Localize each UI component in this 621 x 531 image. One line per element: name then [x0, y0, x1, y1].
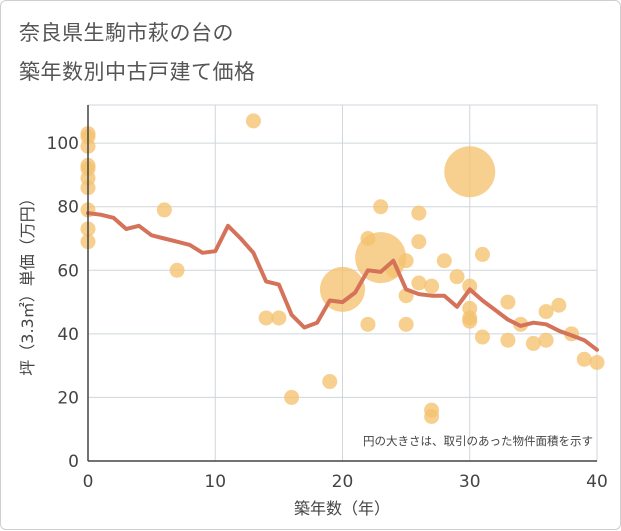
data-point: [411, 275, 427, 291]
x-tick-label: 10: [204, 472, 226, 492]
y-tick-label: 60: [57, 261, 79, 281]
data-point: [538, 332, 554, 348]
x-tick-label: 0: [83, 472, 94, 492]
data-point: [398, 316, 414, 332]
y-tick-label: 20: [57, 388, 79, 408]
data-point: [449, 269, 465, 285]
data-point: [411, 234, 427, 250]
data-point: [538, 304, 554, 320]
data-point: [271, 310, 287, 326]
data-point: [245, 113, 261, 129]
data-point: [525, 335, 541, 351]
y-axis-label: 坪（3.3㎡）単価（万円）: [18, 190, 37, 375]
data-point: [169, 262, 185, 278]
data-point: [424, 278, 440, 294]
y-tick-label: 100: [47, 134, 79, 154]
data-point: [284, 389, 300, 405]
x-tick-label: 30: [459, 472, 481, 492]
trend-line: [86, 211, 599, 352]
data-point: [462, 278, 478, 294]
data-point: [444, 146, 496, 198]
y-tick-label: 40: [57, 325, 79, 345]
data-point: [156, 202, 172, 218]
data-point: [474, 329, 490, 345]
y-tick-labels: 0 20 40 60 80 100: [47, 134, 79, 472]
data-point: [373, 199, 389, 215]
data-point: [424, 409, 440, 424]
y-tick-label: 0: [68, 452, 79, 472]
data-point: [474, 246, 490, 262]
data-point: [322, 374, 338, 390]
x-tick-labels: 0 10 20 30 40: [83, 472, 608, 492]
data-point: [411, 205, 427, 221]
chart-title-line1: 奈良県生駒市萩の台の: [19, 21, 234, 45]
data-point: [589, 354, 605, 370]
data-point: [551, 297, 567, 313]
data-point: [462, 313, 478, 329]
size-legend-note: 円の大きさは、取引のあった物件面積を示す: [363, 434, 593, 448]
data-point: [360, 316, 376, 332]
data-point: [258, 310, 274, 326]
data-point: [500, 332, 516, 348]
data-point: [436, 253, 452, 269]
trend-line-group: [86, 211, 599, 352]
y-tick-label: 80: [57, 198, 79, 218]
x-axis-label: 築年数（年）: [294, 499, 390, 518]
data-point: [500, 294, 516, 310]
data-point: [398, 253, 414, 269]
x-tick-label: 40: [586, 472, 608, 492]
chart-title-line2: 築年数別中古戸建て価格: [19, 60, 256, 84]
x-tick-label: 20: [332, 472, 354, 492]
data-point: [576, 351, 592, 367]
